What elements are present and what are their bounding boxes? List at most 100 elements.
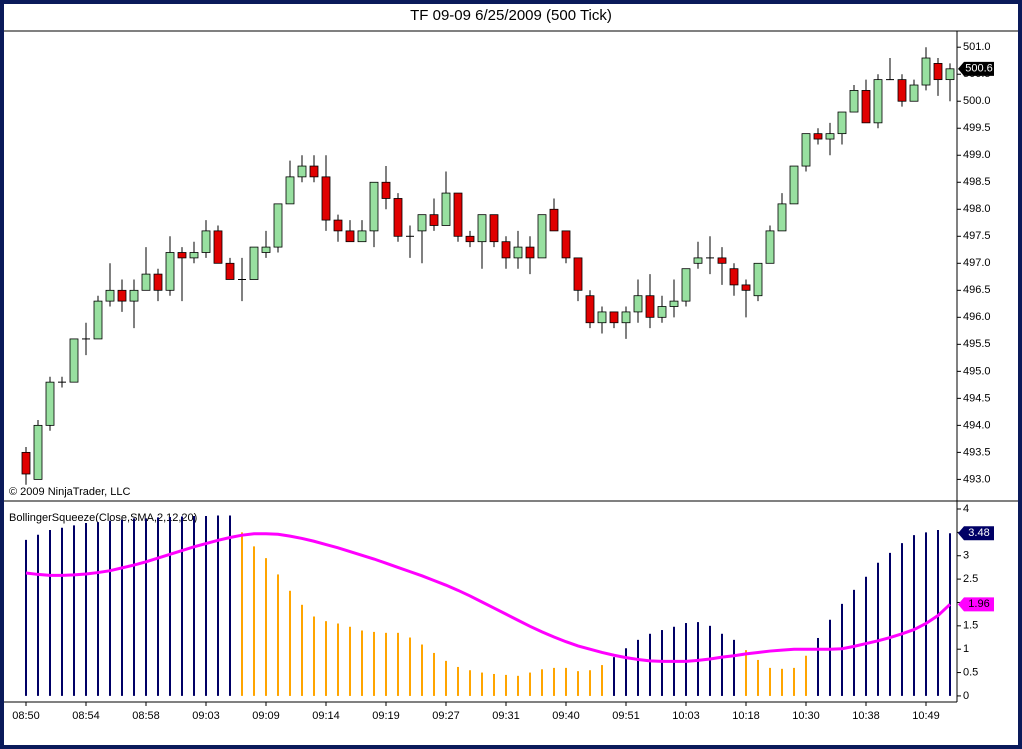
candle-body [189, 252, 199, 259]
candle-body [597, 311, 607, 324]
y-tick-label: 4 [963, 503, 969, 515]
x-tick-label: 09:19 [372, 710, 400, 722]
candle-body [165, 252, 175, 291]
y-tick-label: 496.0 [963, 311, 991, 323]
x-tick-label: 09:31 [492, 710, 520, 722]
candle-body [69, 338, 79, 383]
candle-body [921, 57, 931, 86]
candle-body [609, 311, 619, 324]
y-tick-label: 500.0 [963, 95, 991, 107]
candle-body [621, 311, 631, 324]
candle-body [153, 273, 163, 291]
candle-body [669, 300, 679, 307]
y-tick-label: 3 [963, 550, 969, 562]
candle-body [573, 257, 583, 291]
y-tick-label: 494.0 [963, 419, 991, 431]
y-tick-label: 495.5 [963, 338, 991, 350]
candle-body [21, 451, 31, 475]
candle-body [561, 230, 571, 259]
y-tick-label: 499.5 [963, 122, 991, 134]
y-tick-label: 1 [963, 643, 969, 655]
candle-body [717, 257, 727, 264]
candle-body [585, 295, 595, 324]
candle-body [249, 246, 259, 280]
y-tick-label: 1.5 [963, 620, 978, 632]
chart-title: TF 09-09 6/25/2009 (500 Tick) [410, 7, 612, 24]
candle-body [297, 165, 307, 178]
candle-body [849, 90, 859, 113]
candle-body [261, 246, 271, 253]
value-tag [958, 61, 994, 76]
candle-body [213, 230, 223, 264]
y-tick-label: 497.5 [963, 230, 991, 242]
candle-body [861, 90, 871, 124]
candle-body [477, 214, 487, 243]
candle-body [753, 262, 763, 297]
x-tick-label: 09:27 [432, 710, 460, 722]
y-tick-label: 0.5 [963, 666, 978, 678]
candle-body [525, 246, 535, 259]
y-tick-label: 495.0 [963, 365, 991, 377]
x-tick-label: 09:03 [192, 710, 220, 722]
x-tick-label: 08:54 [72, 710, 100, 722]
y-tick-label: 0 [963, 690, 969, 702]
squeeze-line [25, 532, 952, 663]
candle-body [633, 295, 643, 313]
candle-body [945, 68, 955, 81]
value-tag [958, 597, 994, 612]
x-tick-label: 10:30 [792, 710, 820, 722]
candle-body [825, 133, 835, 140]
candle-body [873, 79, 883, 124]
candle-body [789, 165, 799, 205]
candle-body [729, 268, 739, 286]
x-tick-label: 08:58 [132, 710, 160, 722]
y-tick-label: 497.0 [963, 257, 991, 269]
candle-body [501, 241, 511, 259]
candle-body [381, 181, 391, 199]
value-tag-label: 500.6 [965, 63, 993, 75]
x-tick-label: 09:51 [612, 710, 640, 722]
candle-body [489, 214, 499, 243]
y-tick-label: 501.0 [963, 41, 991, 53]
candle-body [273, 203, 283, 248]
y-tick-label: 493.5 [963, 446, 991, 458]
candle-body [813, 133, 823, 140]
y-tick-label: 496.5 [963, 284, 991, 296]
x-tick-label: 10:03 [672, 710, 700, 722]
candle-body [933, 63, 943, 81]
candle-body [225, 262, 235, 280]
x-tick-label: 10:38 [852, 710, 880, 722]
candle-body [429, 214, 439, 226]
candle-body [129, 289, 139, 302]
candle-body [765, 230, 775, 264]
x-tick-label: 09:14 [312, 710, 340, 722]
x-tick-label: 10:49 [912, 710, 940, 722]
x-tick-label: 08:50 [12, 710, 40, 722]
candle-body [369, 181, 379, 232]
candle-body [741, 284, 751, 291]
value-tag-label: 3.48 [968, 527, 989, 539]
candle-body [105, 289, 115, 302]
candle-body [837, 111, 847, 135]
candle-body [465, 235, 475, 243]
candle-body [93, 300, 103, 340]
candle-body [417, 214, 427, 232]
candle-body [201, 230, 211, 253]
x-tick-label: 10:18 [732, 710, 760, 722]
candle-body [393, 198, 403, 237]
value-tag [958, 526, 994, 541]
y-tick-label: 499.0 [963, 149, 991, 161]
candle-body [549, 208, 559, 232]
value-tag-label: 1.96 [968, 598, 989, 610]
candle-body [441, 192, 451, 226]
candle-body [45, 381, 55, 426]
candle-body [333, 219, 343, 232]
candle-body [345, 230, 355, 243]
candle-body [33, 424, 43, 480]
candle-body [645, 295, 655, 318]
copyright: © 2009 NinjaTrader, LLC [9, 486, 130, 498]
candle-body [177, 252, 187, 259]
candle-body [657, 306, 667, 318]
